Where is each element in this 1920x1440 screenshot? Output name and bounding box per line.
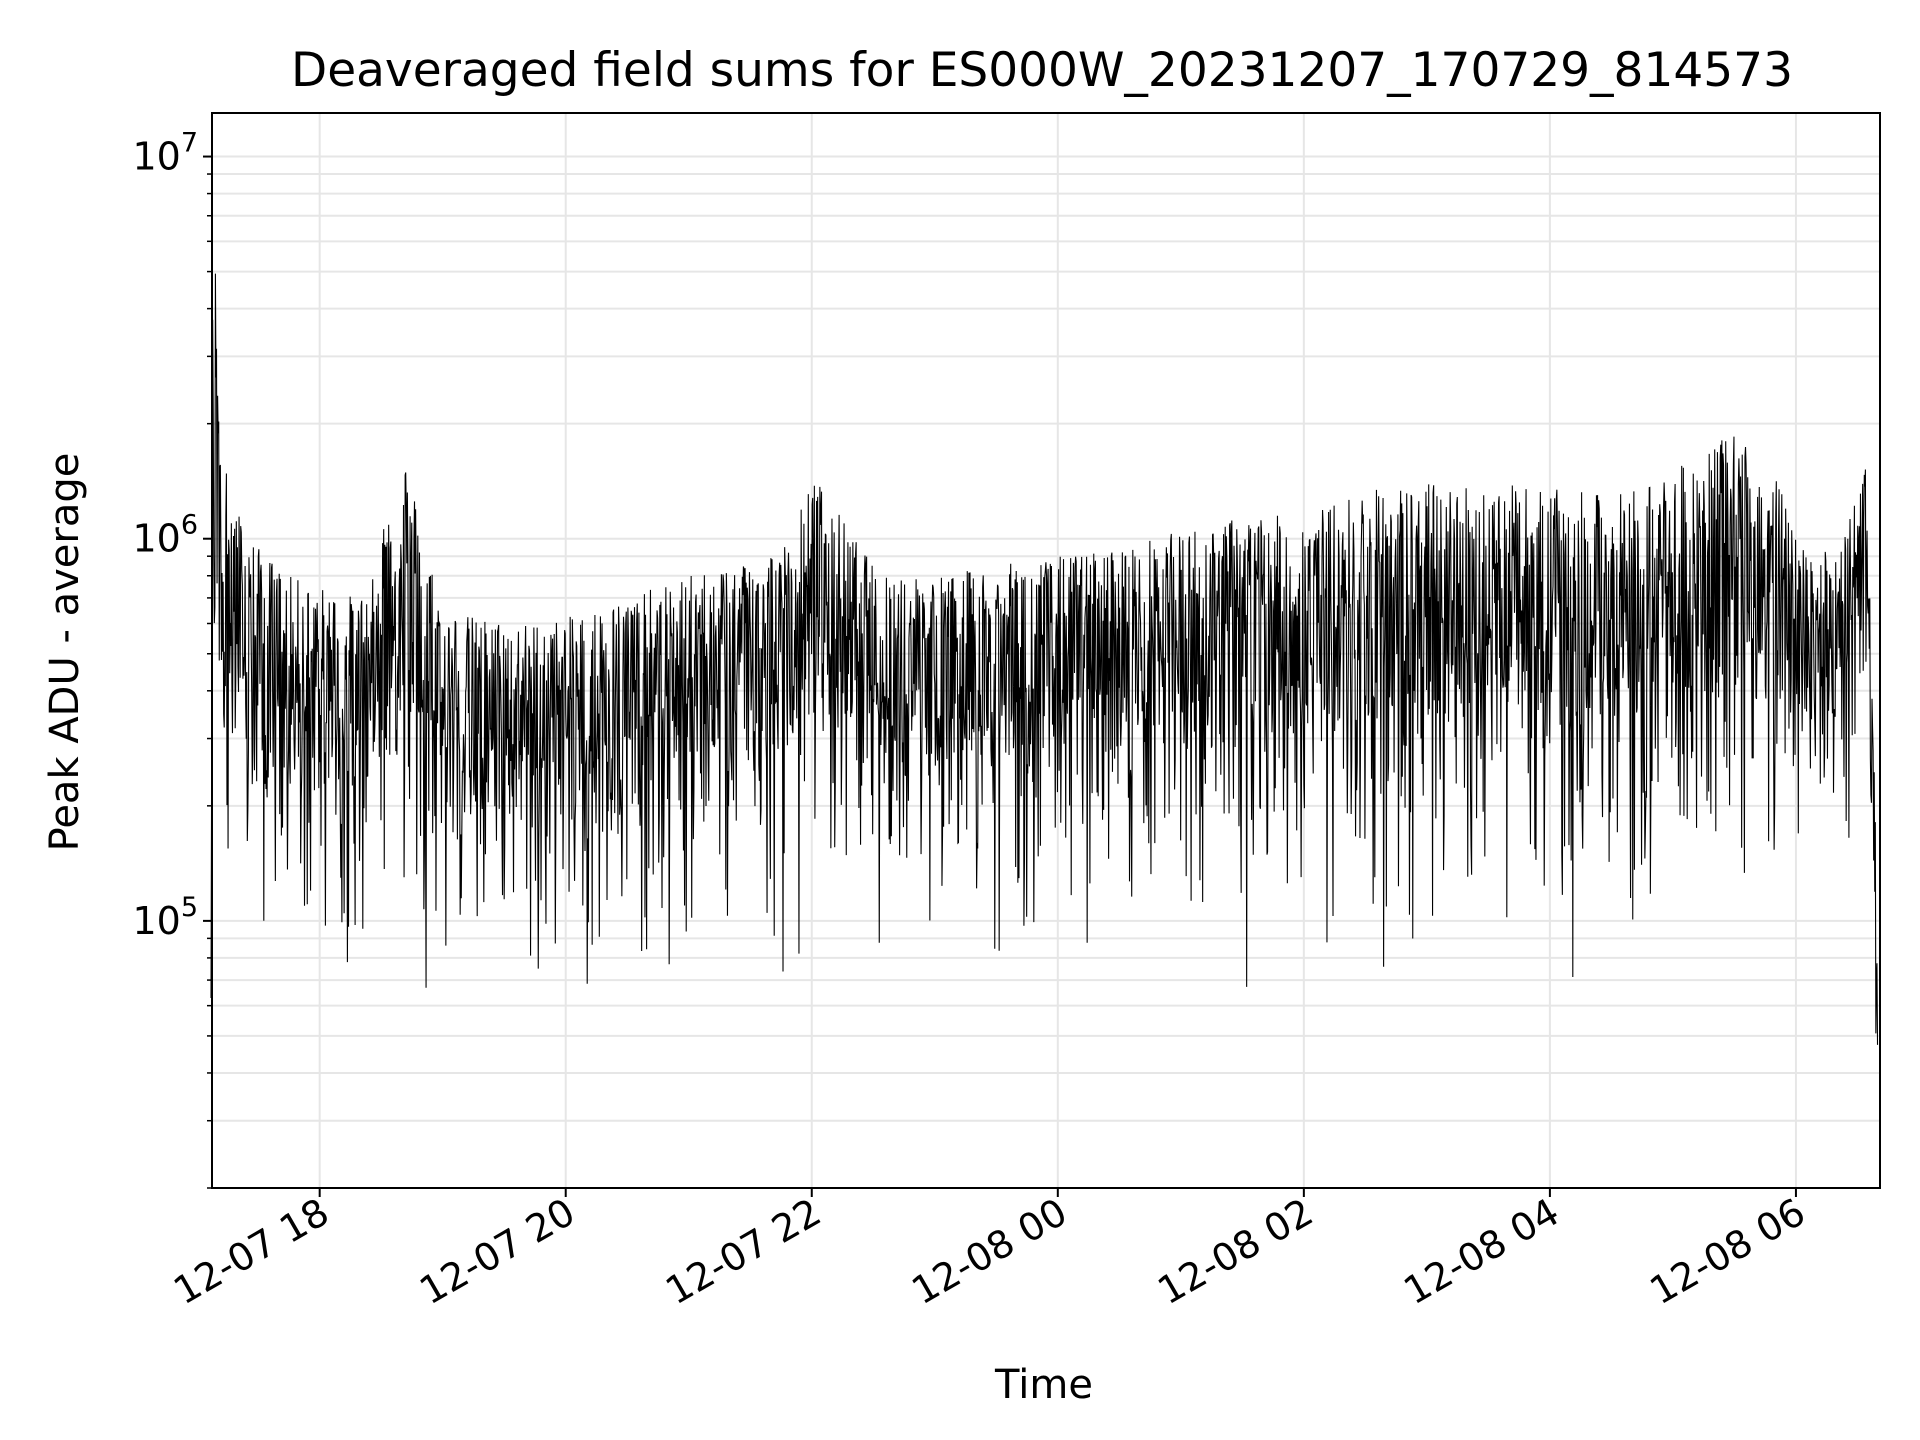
y-tick-label: 105 — [132, 892, 198, 943]
series-line — [210, 273, 1879, 1045]
plot-area-frame — [211, 112, 1881, 1189]
x-axis-label: Time — [994, 1362, 1093, 1408]
y-tick-label: 107 — [132, 128, 198, 179]
y-axis-label: Peak ADU - average — [42, 453, 88, 852]
data-series — [210, 273, 1879, 1045]
chart-title: Deaveraged field sums for ES000W_2023120… — [291, 43, 1793, 98]
y-tick-label: 106 — [132, 510, 198, 561]
